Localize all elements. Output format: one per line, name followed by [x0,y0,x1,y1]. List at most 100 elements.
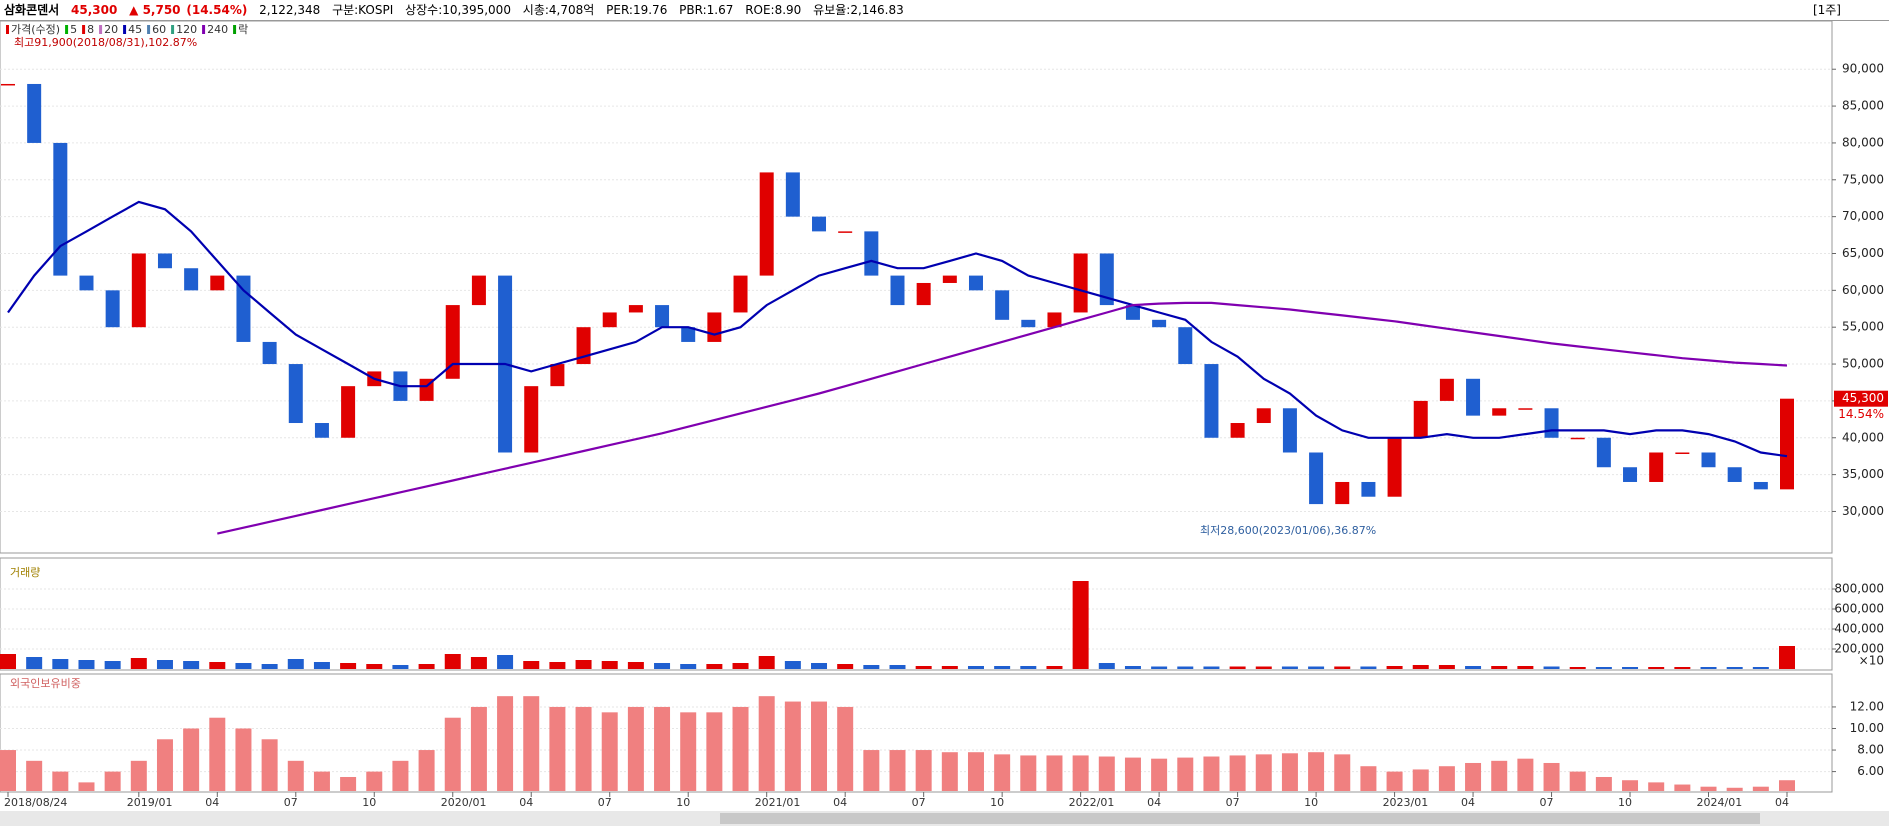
x-tick-label: 10 [676,796,690,809]
legend-swatch [171,25,175,34]
price: 45,300 [71,3,118,17]
y-tick-label: 65,000 [1842,246,1884,260]
candle [1492,408,1507,416]
candle [785,172,800,217]
candle [1701,452,1716,468]
ma-line [217,301,1788,535]
bar [366,771,383,791]
bar [706,712,723,791]
bar [732,706,749,791]
candle [1727,467,1742,482]
bar [680,664,697,669]
legend-label: 120 [176,23,197,36]
y-tick-label: 50,000 [1842,357,1884,371]
bar [130,658,147,669]
legend-swatch [202,25,206,34]
x-tick-label: 04 [1775,796,1789,809]
bar [784,701,801,791]
legend-label: 5 [70,23,77,36]
bar [1046,666,1063,669]
y-tick-label: 75,000 [1842,172,1884,186]
bar [418,664,435,669]
legend-label: 45 [128,23,142,36]
bar [1203,666,1220,669]
bar [1098,756,1115,791]
bar [1543,762,1560,791]
candle [759,172,774,276]
x-tick-label: 07 [1540,796,1554,809]
bar [1229,666,1246,669]
pbr: PBR:1.67 [679,3,734,17]
candle [262,341,277,365]
candle [1649,452,1664,482]
bar [0,750,16,791]
bar [1177,666,1194,669]
y-tick-label: 600,000 [1834,602,1884,616]
bar [627,706,644,791]
x-tick-label: 10 [1304,796,1318,809]
y-tick-label: 90,000 [1842,62,1884,76]
bar [0,654,16,669]
bar [26,657,43,669]
candle [1282,408,1297,453]
bar [1255,754,1272,791]
panel-title: 거래량 [10,566,40,579]
period[interactable]: [1주] [1812,3,1841,17]
bar [130,760,147,791]
bar [1648,667,1665,669]
bar [1491,666,1508,669]
bar [235,663,252,669]
bar [1595,667,1612,669]
y-tick-label: 70,000 [1842,209,1884,223]
candle [602,312,617,328]
x-tick-label: 04 [205,796,219,809]
bar [575,660,592,669]
bar [549,706,566,791]
candle [1518,408,1533,410]
bar [209,717,226,791]
bar [78,782,95,791]
bar [1124,757,1141,791]
legend-label: 8 [87,23,94,36]
bar [183,661,200,669]
y-tick-label: 800,000 [1834,582,1884,596]
candle [210,275,225,291]
bar [1438,665,1455,669]
bar [444,654,461,669]
bar [523,661,540,669]
candle [628,305,643,313]
bar [811,701,828,791]
bar [732,663,749,669]
candle [1439,378,1454,401]
bar [1203,756,1220,791]
bar [444,717,461,791]
candle [445,305,460,379]
x-tick-label: 2021/01 [755,796,801,809]
scroll-thumb[interactable] [720,813,1760,824]
y-tick-label: 85,000 [1842,99,1884,113]
volume: 2,122,348 [259,3,321,17]
bar [915,750,932,791]
x-tick-label: 10 [990,796,1004,809]
x-tick-label: 04 [1461,796,1475,809]
candle [1387,437,1402,497]
y-tick-label: 80,000 [1842,135,1884,149]
candle [288,364,303,424]
bar [183,728,200,791]
change: ▲ 5,750 [129,3,181,17]
candle [1335,481,1350,505]
candle [1256,408,1271,424]
candle [184,268,199,291]
bar [941,752,958,791]
annotation-low: 최저28,600(2023/01/06),36.87% [1200,524,1376,537]
x-tick-label: 07 [1226,796,1240,809]
candle [1753,481,1768,490]
bar [1517,758,1534,791]
y-tick-label: 40,000 [1842,430,1884,444]
bar [863,665,880,669]
candle [1230,423,1245,438]
ma-line [7,200,1788,458]
x-tick-label: 07 [912,796,926,809]
candle [314,423,329,438]
bar [470,657,487,669]
